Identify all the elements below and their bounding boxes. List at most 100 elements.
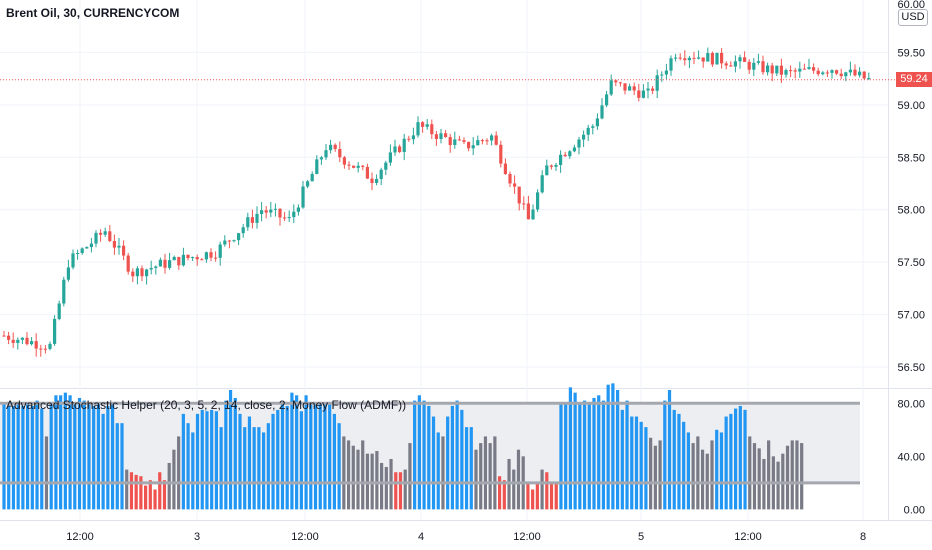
indicator-bar [309, 403, 313, 510]
candle-body [706, 53, 710, 62]
indicator-bar [351, 445, 355, 510]
candle-body [531, 209, 535, 220]
indicator-bar [16, 403, 20, 510]
candle-body [191, 257, 195, 259]
indicator-bar [460, 409, 464, 510]
candle-body [628, 86, 632, 91]
time-tick-label: 3 [194, 531, 200, 543]
indicator-bar [795, 440, 799, 510]
indicator-bar [587, 403, 591, 510]
candle-body [223, 240, 227, 245]
candle-body [724, 63, 728, 66]
candle-body [85, 247, 89, 249]
price-tick-label: 57.50 [897, 257, 925, 269]
indicator-bar [92, 405, 96, 510]
indicator-bar [361, 440, 365, 510]
indicator-tick-label: 80.00 [897, 398, 925, 410]
indicator-bar [7, 405, 11, 510]
indicator-bar [101, 413, 105, 510]
indicator-bar [408, 443, 412, 510]
price-tick-label: 57.00 [897, 310, 925, 322]
indicator-bar [144, 485, 148, 510]
candle-body [623, 83, 627, 91]
candle-body [287, 217, 291, 219]
candle-body [112, 241, 116, 248]
candle-body [471, 145, 475, 149]
candle-body [425, 124, 429, 127]
candle-body [301, 186, 305, 208]
indicator-axis[interactable]: 80.00 40.00 0.00 [897, 398, 925, 516]
candle-body [526, 203, 530, 220]
indicator-bar [219, 427, 223, 510]
candle-body [779, 65, 783, 75]
indicator-bar [54, 395, 58, 510]
candle-body [614, 80, 618, 83]
candle-body [163, 259, 167, 268]
indicator-bar [658, 440, 662, 510]
indicator-bar [26, 403, 30, 510]
indicator-bar [224, 400, 228, 510]
indicator-bar [417, 395, 421, 510]
time-axis[interactable]: 12:00 3 12:00 4 12:00 5 12:00 8 [66, 531, 866, 543]
indicator-bar [162, 480, 167, 510]
indicator-bar [776, 461, 780, 510]
indicator-bar [295, 395, 299, 510]
price-axis[interactable]: 59.50 59.00 58.50 58.00 57.50 57.00 56.50 60.00 [897, 0, 925, 374]
candle-body [39, 348, 43, 350]
candle-body [554, 164, 558, 167]
indicator-bar [483, 436, 488, 510]
candle-body [729, 65, 733, 67]
candle-body [563, 154, 567, 157]
indicator-bar [719, 432, 724, 510]
candle-body [674, 57, 678, 59]
indicator-bar [177, 436, 181, 510]
candle-body [168, 260, 172, 268]
indicator-bar [568, 387, 572, 510]
indicator-bar [403, 469, 407, 510]
last-price-label: 59.24 [896, 72, 932, 87]
candle-body [439, 133, 443, 139]
indicator-bar [616, 390, 620, 510]
indicator-bar [545, 472, 549, 510]
indicator-bar [21, 405, 25, 510]
indicator-bar [498, 476, 502, 510]
candle-body [591, 126, 595, 128]
candle-body [766, 65, 770, 73]
candle-body [255, 213, 259, 223]
indicator-bar [738, 405, 742, 510]
candle-body [292, 211, 296, 218]
indicator-bar [601, 400, 606, 510]
candle-body [467, 141, 471, 149]
indicator-bar [181, 413, 185, 510]
candle-body [99, 232, 103, 235]
currency-button[interactable]: USD [898, 9, 928, 26]
indicator-bar [644, 427, 648, 510]
indicator-bar [502, 480, 506, 510]
indicator-bar [323, 403, 327, 510]
candle-body [540, 175, 544, 193]
candle-body [457, 139, 461, 141]
indicator-bar [748, 436, 752, 510]
candle-body [798, 68, 802, 72]
candle-body [687, 57, 691, 61]
indicator-bar [134, 474, 138, 510]
indicator-bar [285, 405, 289, 510]
candle-body [306, 181, 310, 187]
indicator-bar [148, 480, 152, 510]
indicator-bar [446, 416, 450, 510]
indicator-tick-label: 40.00 [897, 451, 925, 463]
candle-body [260, 210, 264, 214]
candle-body [214, 257, 218, 259]
indicator-bar [266, 423, 270, 510]
indicator-bar [106, 405, 110, 510]
candles [0, 47, 896, 357]
indicator-bar [346, 440, 351, 510]
indicator-bar [634, 416, 639, 510]
indicator-bar [299, 411, 303, 510]
candle-body [747, 61, 751, 70]
indicator-bar [44, 436, 49, 510]
candle-body [393, 146, 397, 153]
indicator-bar [2, 403, 6, 510]
